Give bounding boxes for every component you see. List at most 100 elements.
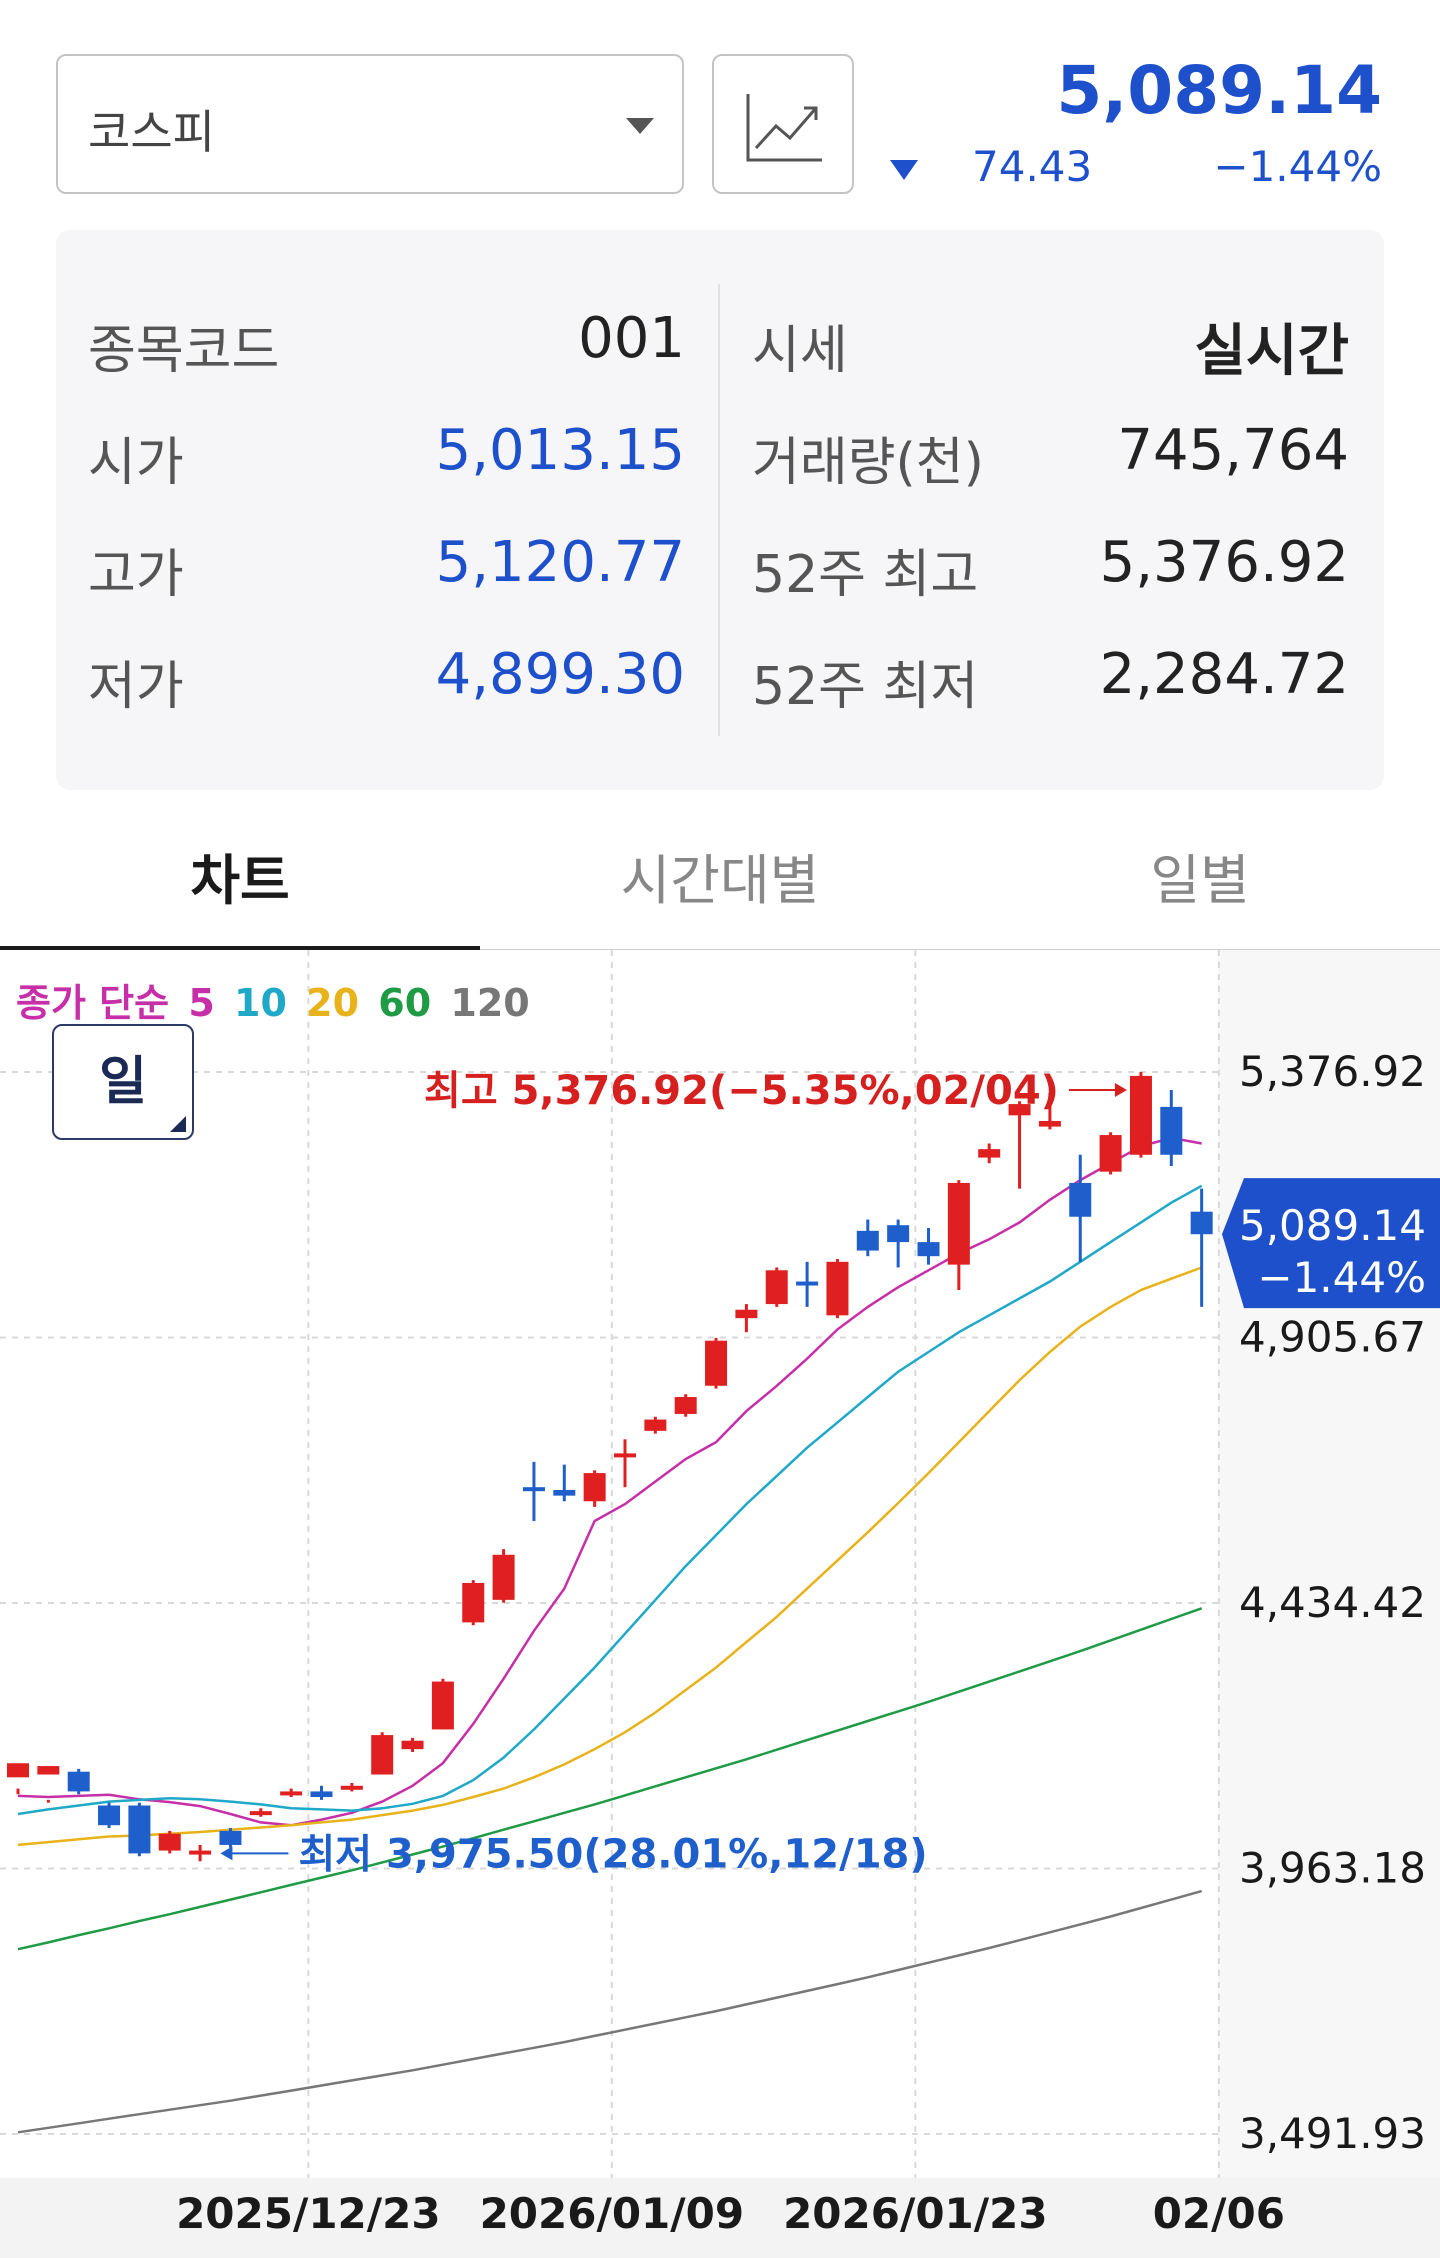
candle-body xyxy=(765,1270,788,1305)
info-divider xyxy=(718,284,720,736)
chart-view-button[interactable] xyxy=(712,54,854,194)
tab-by-time[interactable]: 시간대별 xyxy=(620,849,820,912)
candle-body xyxy=(978,1149,1001,1158)
candle-body xyxy=(887,1225,910,1243)
price-tag xyxy=(1222,1178,1440,1309)
ma-legend-5: 5 xyxy=(188,981,215,1025)
info-value-52w-low: 2,284.72 xyxy=(1099,642,1349,707)
candle-body xyxy=(37,1766,60,1775)
ma-line-60 xyxy=(17,1607,1203,1951)
line-chart-icon xyxy=(746,94,822,162)
candle-body xyxy=(1160,1106,1183,1155)
candle-body xyxy=(1069,1182,1092,1217)
candle-body xyxy=(401,1740,424,1750)
info-label-high: 고가 xyxy=(88,545,184,605)
ma-line-20 xyxy=(17,1266,1203,1847)
candle-body xyxy=(189,1850,212,1855)
x-tick-label: 2026/01/23 xyxy=(783,2189,1047,2238)
candlestick-chart[interactable]: 5,376.92 4,905.67 4,434.42 3,963.18 3,491.93… xyxy=(0,950,1440,2258)
candle-body xyxy=(705,1340,728,1386)
active-tab-indicator xyxy=(0,946,480,950)
y-tick-label: 3,491.93 xyxy=(1239,2109,1426,2158)
ma-line-10 xyxy=(17,1184,1203,1816)
candle-body xyxy=(735,1309,758,1319)
corner-triangle-icon xyxy=(170,1116,186,1132)
info-label-volume: 거래량(천) xyxy=(752,433,984,493)
triangle-down-icon xyxy=(890,160,918,180)
period-label: 일 xyxy=(99,1052,147,1112)
high-annotation: 최고 5,376.92(−5.35%,02/04) xyxy=(424,1068,1059,1114)
candle-body xyxy=(492,1554,515,1600)
info-label-open: 시가 xyxy=(88,433,184,493)
ma-legend-10: 10 xyxy=(234,981,287,1025)
tab-daily[interactable]: 일별 xyxy=(1150,849,1250,912)
high-arrow-head xyxy=(1114,1083,1127,1097)
candle-body xyxy=(128,1805,151,1854)
tab-chart[interactable]: 차트 xyxy=(190,849,290,912)
candle-body xyxy=(1038,1120,1061,1127)
info-label-code: 종목코드 xyxy=(88,321,280,381)
y-axis-background xyxy=(1218,950,1440,2258)
x-tick-label: 2025/12/23 xyxy=(176,2189,440,2238)
info-label-52w-high: 52주 최고 xyxy=(752,545,979,605)
candle-body xyxy=(674,1397,697,1414)
candle-body xyxy=(462,1582,485,1623)
candle-body xyxy=(614,1453,636,1458)
ma-legend-120: 120 xyxy=(450,981,530,1025)
stock-info-panel xyxy=(56,230,1384,790)
ma-legend-60: 60 xyxy=(378,981,432,1025)
low-annotation: 최저 3,975.50(28.01%,12/18) xyxy=(298,1831,927,1877)
info-value-low: 4,899.30 xyxy=(435,642,685,707)
y-tick-label: 4,905.67 xyxy=(1239,1313,1426,1362)
candle-body xyxy=(1190,1211,1213,1235)
y-tick-label: 3,963.18 xyxy=(1239,1843,1426,1892)
candle-body xyxy=(310,1791,333,1798)
candle-body xyxy=(796,1281,819,1286)
candle-body xyxy=(7,1763,29,1778)
candle-body xyxy=(98,1805,121,1826)
candle-body xyxy=(826,1261,849,1316)
info-value-open: 5,013.15 xyxy=(435,418,685,483)
candle-body xyxy=(1008,1104,1031,1116)
candle-body xyxy=(67,1771,90,1792)
index-name: 코스피 xyxy=(88,105,215,159)
x-axis-background xyxy=(0,2178,1440,2258)
period-selector-button[interactable]: 일 xyxy=(52,1024,194,1140)
candle-body xyxy=(158,1833,181,1851)
candle-body xyxy=(249,1811,272,1816)
candle-body xyxy=(340,1785,363,1790)
info-label-low: 저가 xyxy=(88,657,184,717)
x-tick-label: 02/06 xyxy=(1153,2189,1285,2238)
ma-line-120 xyxy=(17,1889,1203,2134)
candle-body xyxy=(553,1489,576,1496)
caret-down-icon xyxy=(626,118,654,134)
ma-line-5 xyxy=(17,1136,1202,1827)
price-tag-percent: −1.44% xyxy=(1257,1253,1426,1302)
price-change-percent: −1.44% xyxy=(1213,142,1382,191)
ma-legend-prefix: 종가 단순 xyxy=(16,981,170,1025)
price-change: 74.43 xyxy=(972,142,1093,191)
candle-body xyxy=(371,1735,394,1775)
info-value-52w-high: 5,376.92 xyxy=(1099,530,1349,595)
tab-bar-border xyxy=(0,949,1440,950)
info-label-quote: 시세 xyxy=(752,321,848,381)
low-arrow-head xyxy=(220,1846,233,1861)
candle-body xyxy=(644,1419,667,1431)
price-tag-value: 5,089.14 xyxy=(1239,1201,1426,1250)
candle-body xyxy=(280,1791,303,1796)
candle-body xyxy=(856,1230,879,1251)
candle-body xyxy=(522,1487,545,1492)
info-value-volume: 745,764 xyxy=(1117,418,1349,483)
info-value-high: 5,120.77 xyxy=(435,530,685,595)
candle-body xyxy=(219,1830,242,1845)
y-tick-label: 5,376.92 xyxy=(1239,1047,1426,1096)
info-label-52w-low: 52주 최저 xyxy=(752,657,979,717)
candle-body xyxy=(1099,1135,1122,1172)
current-price: 5,089.14 xyxy=(1056,52,1382,129)
candle-body xyxy=(1129,1075,1152,1155)
index-dropdown[interactable]: 코스피 xyxy=(56,54,684,194)
candle-body xyxy=(917,1242,940,1257)
candle-body xyxy=(947,1182,970,1265)
info-value-quote: 실시간 xyxy=(1194,319,1349,384)
candle-body xyxy=(583,1473,606,1502)
